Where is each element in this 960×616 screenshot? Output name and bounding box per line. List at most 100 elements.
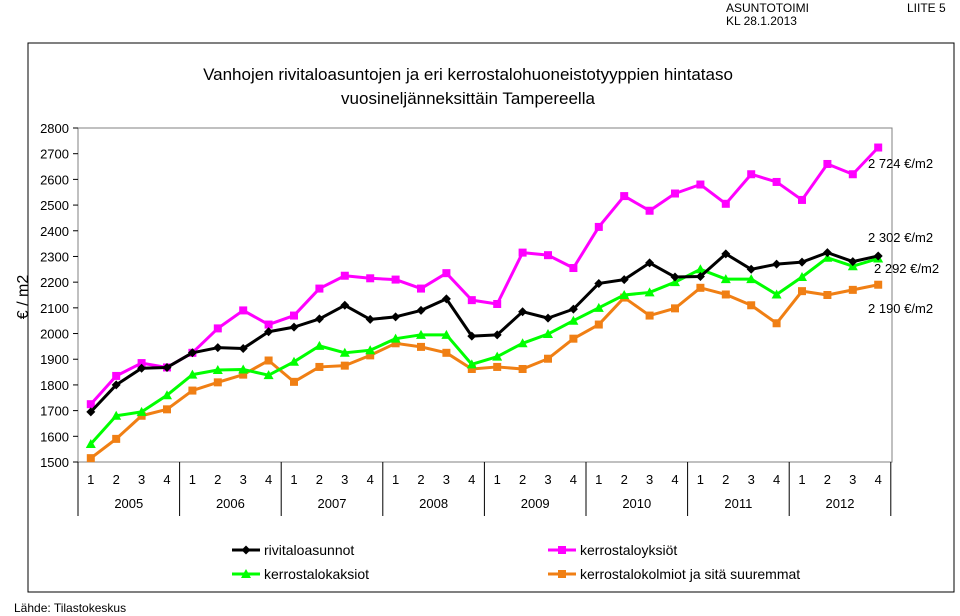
data-point — [518, 307, 528, 317]
data-point — [619, 290, 630, 299]
y-tick-label: 1600 — [40, 429, 69, 444]
data-point — [696, 180, 705, 189]
data-point — [417, 342, 425, 351]
data-point — [720, 274, 731, 284]
legend-label: kerrostalokaksiot — [264, 566, 369, 582]
data-point — [772, 177, 781, 186]
chart-frame — [27, 42, 955, 593]
value-annotation: 2 724 €/m2 — [868, 156, 933, 171]
legend-label: kerrostalokolmiot ja sitä suuremmat — [580, 566, 800, 582]
data-point — [645, 258, 655, 268]
data-point — [188, 386, 197, 395]
x-quarter-label: 3 — [443, 472, 450, 487]
x-quarter-label: 2 — [621, 472, 628, 487]
data-point — [86, 454, 95, 463]
data-point — [873, 251, 883, 261]
chart-title-line1: Vanhojen rivitaloasuntojen ja eri kerros… — [203, 65, 733, 84]
data-point — [416, 305, 426, 315]
data-point — [314, 340, 325, 350]
data-point — [290, 311, 298, 320]
x-quarter-label: 1 — [290, 472, 297, 487]
x-year-label: 2008 — [419, 496, 448, 511]
data-point — [747, 301, 756, 310]
data-point — [239, 370, 248, 379]
value-annotation: 2 190 €/m2 — [868, 301, 933, 316]
data-point — [365, 314, 375, 324]
legend-marker — [241, 569, 251, 578]
data-point — [874, 143, 883, 152]
data-point — [746, 264, 756, 274]
data-point — [823, 159, 832, 168]
x-quarter-label: 1 — [798, 472, 805, 487]
data-point — [467, 331, 477, 341]
data-point — [645, 206, 654, 215]
x-quarter-label: 2 — [824, 472, 831, 487]
data-point — [874, 280, 883, 289]
source-note: Lähde: Tilastokeskus — [14, 601, 127, 615]
data-point — [163, 405, 171, 414]
data-point — [162, 362, 172, 372]
data-point — [238, 343, 248, 353]
legend-marker — [241, 545, 251, 555]
data-point — [670, 272, 680, 282]
x-quarter-label: 4 — [570, 472, 577, 487]
legend-label: kerrostaloyksiöt — [580, 542, 677, 558]
x-quarter-label: 2 — [417, 472, 424, 487]
data-point — [798, 195, 806, 204]
data-point — [315, 362, 324, 371]
data-point — [86, 407, 96, 417]
x-quarter-label: 2 — [214, 472, 221, 487]
data-point — [569, 334, 578, 343]
data-point — [340, 271, 349, 280]
x-quarter-label: 4 — [367, 472, 374, 487]
data-point — [416, 329, 426, 339]
data-point — [823, 291, 832, 299]
data-point — [162, 390, 172, 400]
data-point — [747, 170, 756, 179]
data-point — [187, 348, 197, 358]
data-point — [518, 364, 527, 373]
y-tick-label: 2000 — [40, 327, 69, 342]
data-point — [264, 320, 273, 329]
x-quarter-label: 3 — [544, 472, 551, 487]
legend-label: rivitaloasunnot — [264, 542, 354, 558]
data-point — [339, 347, 350, 357]
data-point — [137, 363, 147, 373]
data-point — [136, 406, 147, 416]
data-point — [391, 312, 401, 322]
data-point — [696, 283, 705, 292]
x-quarter-label: 3 — [748, 472, 755, 487]
x-quarter-label: 3 — [341, 472, 348, 487]
data-point — [365, 345, 376, 355]
x-quarter-label: 1 — [697, 472, 704, 487]
data-point — [441, 329, 452, 339]
data-point — [544, 251, 552, 260]
data-point — [137, 359, 146, 368]
x-year-label: 2005 — [114, 496, 143, 511]
plot-frame — [77, 127, 893, 463]
data-point — [797, 272, 807, 282]
x-quarter-label: 1 — [392, 472, 399, 487]
data-point — [492, 330, 502, 340]
data-point — [213, 378, 222, 387]
data-point — [442, 348, 451, 357]
header-meeting: KL 28.1.2013 — [726, 14, 797, 28]
data-point — [111, 410, 122, 420]
data-point — [493, 299, 502, 308]
x-year-label: 2006 — [216, 496, 245, 511]
x-year-label: 2011 — [724, 496, 752, 511]
data-point — [340, 300, 350, 310]
x-quarter-label: 1 — [189, 472, 196, 487]
data-point — [822, 248, 832, 258]
data-point — [644, 287, 655, 297]
data-point — [848, 285, 857, 294]
data-point — [112, 371, 121, 380]
data-point — [848, 170, 857, 179]
series-line — [89, 146, 880, 406]
data-point — [264, 356, 273, 365]
data-point — [721, 199, 730, 208]
x-quarter-label: 3 — [138, 472, 145, 487]
data-point — [798, 287, 806, 296]
x-quarter-label: 4 — [468, 472, 475, 487]
